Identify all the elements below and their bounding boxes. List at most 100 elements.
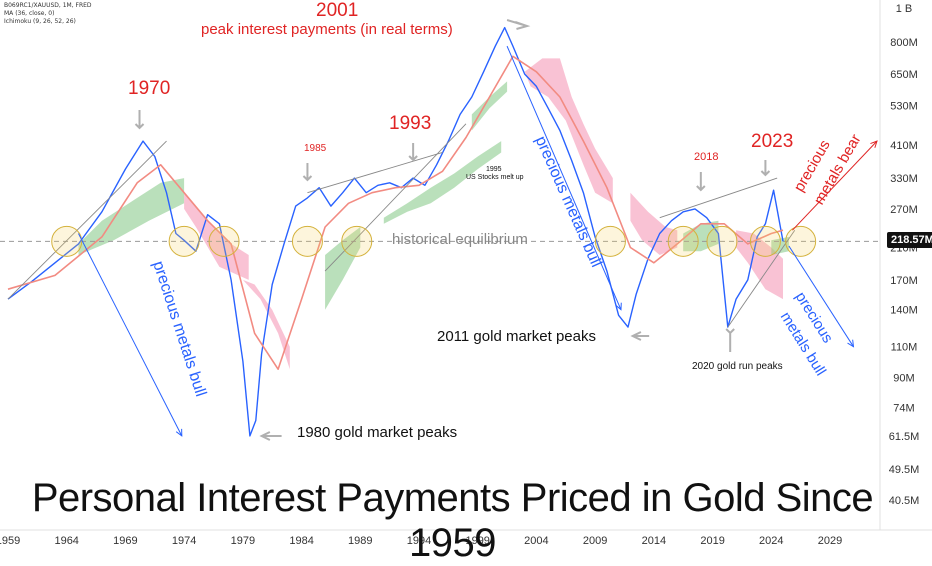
- bull-arrow-2-shaft: [506, 45, 622, 310]
- pointer-1980-gold: [259, 431, 282, 441]
- price-line: [7, 26, 784, 437]
- y-tick-label-2: 650M: [890, 69, 918, 81]
- pointer-2011-gold: [630, 331, 650, 341]
- x-tick-label-1: 1964: [54, 535, 78, 547]
- x-tick-label-5: 1984: [289, 535, 313, 547]
- y-tick-label-10: 140M: [890, 305, 918, 317]
- bull-arrow-3-shaft: [788, 245, 854, 347]
- current-price-tag: 218.57M: [887, 232, 932, 248]
- trendline-0: [7, 140, 167, 300]
- bull-arrow-1-shaft: [78, 233, 183, 437]
- bull-arrow-3: [788, 245, 855, 348]
- equilibrium-circles: [51, 225, 817, 257]
- equilibrium-circle-1: [168, 225, 200, 257]
- y-tick-label-3: 530M: [890, 100, 918, 112]
- label-us-stocks: US Stocks melt up: [466, 174, 524, 181]
- cloud-bull-5: [471, 81, 508, 131]
- label-1995: 1995: [486, 166, 502, 173]
- x-tick-label-3: 1974: [172, 535, 196, 547]
- bear-arrow: [792, 140, 878, 231]
- bull-arrow-2: [506, 45, 622, 311]
- cloud-bear-1: [184, 192, 249, 280]
- label-2018: 2018: [694, 151, 719, 163]
- chart-title: Personal Interest Payments Priced in Gol…: [31, 476, 874, 565]
- ichimoku-cloud: [78, 58, 789, 370]
- x-tick-label-6: 1989: [348, 535, 372, 547]
- pointer-2001: [506, 19, 531, 30]
- x-tick-label-8: 1999: [465, 535, 489, 547]
- equilibrium-circle-0: [51, 225, 83, 257]
- x-axis: 1959 1964 1969 1974 1979 1984 1989 1994 1999 2004…: [0, 529, 932, 547]
- moving-average-line: [7, 55, 784, 370]
- label-gold-2011: 2011 gold market peaks: [437, 328, 596, 345]
- y-tick-label-16: 40.5M: [889, 495, 920, 507]
- cloud-bear-6: [524, 58, 613, 204]
- equilibrium-circle-8: [749, 225, 781, 257]
- bull-arrow-1: [78, 233, 183, 437]
- cloud-bear-7: [630, 192, 678, 255]
- y-tick-label-14: 61.5M: [889, 431, 920, 443]
- cloud-bull-3: [325, 227, 361, 310]
- cloud-bear-9: [736, 230, 783, 300]
- label-1993: 1993: [389, 113, 432, 134]
- x-tick-label-0: 1959: [0, 535, 20, 547]
- ma-indicator-label: MA (36, close, 0): [4, 10, 55, 17]
- label-2023: 2023: [751, 131, 794, 152]
- x-tick-label-12: 2019: [700, 535, 724, 547]
- y-axis: 1 B800M650M530M410M330M270M210M170M140M1…: [879, 0, 920, 530]
- equilibrium-circle-9: [785, 225, 817, 257]
- equilibrium-circle-5: [594, 225, 626, 257]
- y-tick-label-11: 110M: [891, 342, 918, 354]
- equilibrium-label: historical equilibrium: [392, 231, 528, 248]
- equilibrium-circle-4: [341, 225, 373, 257]
- cloud-bull-4: [383, 141, 502, 224]
- label-gold-2020: 2020 gold run peaks: [692, 361, 783, 372]
- trendline-4: [727, 229, 796, 328]
- pointer-2020-gold: [725, 328, 735, 352]
- trendline-2: [324, 123, 467, 272]
- y-tick-label-9: 170M: [890, 275, 918, 287]
- trendline-1: [307, 152, 443, 194]
- x-tick-label-14: 2029: [818, 535, 842, 547]
- bear-arrow-shaft: [792, 140, 878, 231]
- pointer-2018: [696, 172, 706, 192]
- chart-lines: [7, 26, 784, 437]
- symbol-header: B069RC1/XAUUSD, 1M, FRED: [4, 2, 92, 9]
- x-tick-label-13: 2024: [759, 535, 783, 547]
- pointer-2023: [760, 160, 771, 177]
- trendline-3: [659, 177, 778, 219]
- x-tick-label-2: 1969: [113, 535, 137, 547]
- equilibrium-circle-6: [667, 225, 699, 257]
- x-tick-label-4: 1979: [231, 535, 255, 547]
- pointer-1970: [134, 110, 145, 130]
- equilibrium-circle-7: [706, 225, 738, 257]
- x-tick-label-7: 1994: [407, 535, 431, 547]
- annotation-arrows: [78, 19, 878, 441]
- equilibrium-circle-2: [208, 225, 240, 257]
- pointer-1993: [408, 143, 418, 162]
- label-peak-interest: peak interest payments (in real terms): [201, 21, 453, 38]
- y-tick-label-6: 270M: [890, 204, 918, 216]
- ichimoku-indicator-label: Ichimoku (9, 26, 52, 26): [4, 18, 76, 25]
- bull-arrow-2-head: [615, 302, 622, 311]
- cloud-bull-8: [683, 220, 719, 252]
- x-tick-label-9: 2004: [524, 535, 548, 547]
- bull-arrow-1-head: [175, 428, 183, 437]
- y-tick-label-4: 410M: [890, 140, 918, 152]
- label-1970: 1970: [128, 78, 171, 99]
- equilibrium-circle-3: [291, 225, 323, 257]
- y-tick-label-12: 90M: [893, 373, 914, 385]
- bear-arrow-head: [870, 140, 878, 148]
- y-tick-label-15: 49.5M: [889, 464, 920, 476]
- y-tick-label-13: 74M: [893, 403, 914, 415]
- label-gold-1980: 1980 gold market peaks: [297, 424, 458, 441]
- trendlines: [7, 123, 796, 328]
- bull-arrow-3-head: [847, 339, 855, 348]
- label-1985: 1985: [304, 143, 327, 154]
- y-tick-label-0: 1 B: [896, 3, 913, 15]
- pointer-1985: [302, 163, 313, 182]
- label-2001: 2001: [316, 0, 359, 21]
- cloud-bull-0: [78, 178, 185, 255]
- chart-canvas: 1 B800M650M530M410M330M270M210M170M140M1…: [0, 0, 932, 547]
- x-tick-label-10: 2009: [583, 535, 607, 547]
